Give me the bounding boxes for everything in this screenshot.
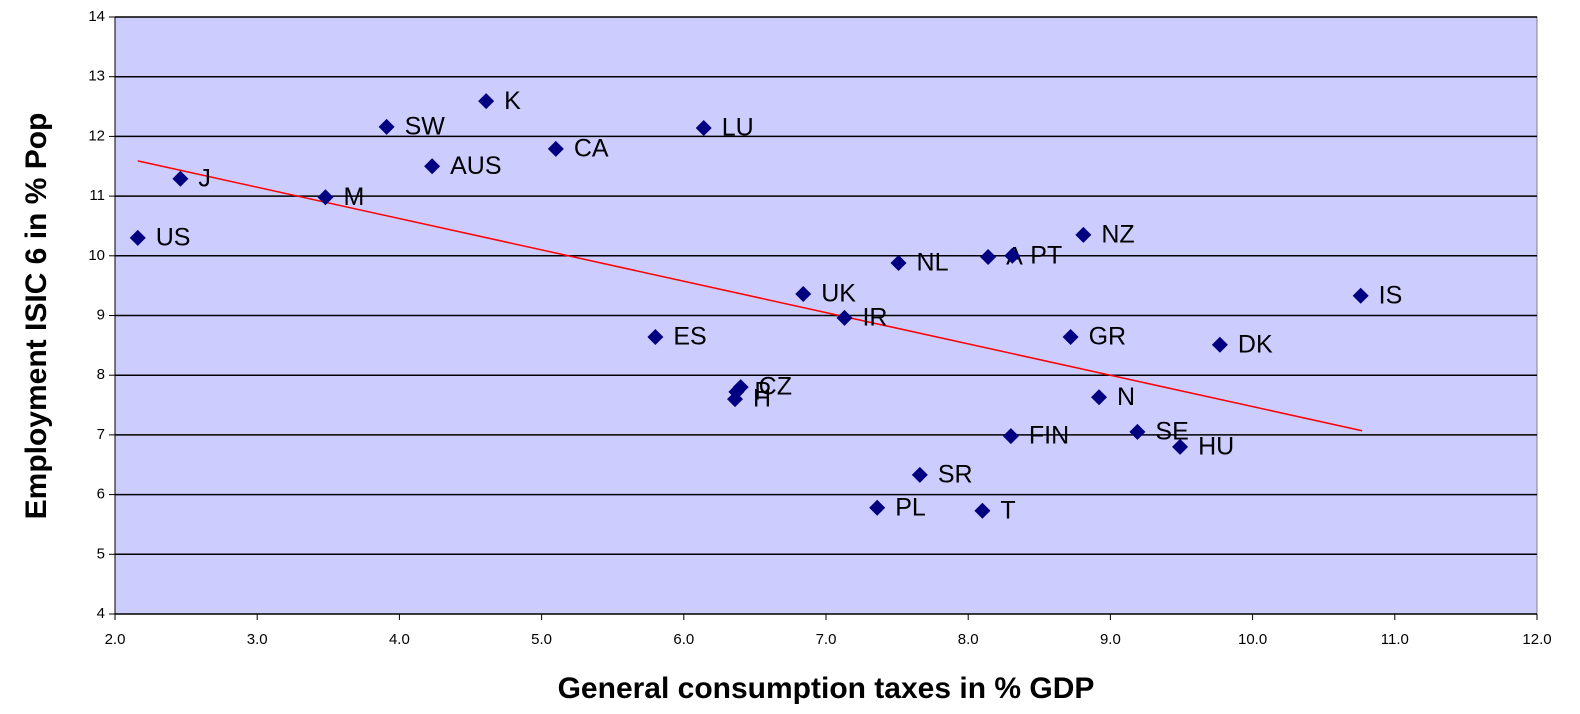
point-label: DK (1238, 330, 1273, 358)
point-label: CZ (759, 373, 792, 401)
x-tick-label: 11.0 (1381, 631, 1409, 648)
point-label: IR (862, 303, 887, 331)
point (172, 170, 189, 187)
point (1002, 428, 1019, 445)
y-tick-label: 14 (88, 8, 105, 25)
y-tick-label: 6 (97, 486, 105, 503)
point-label: SE (1155, 418, 1188, 446)
y-tick-label: 12 (88, 127, 105, 144)
point (1091, 389, 1108, 406)
x-axis-title: General consumption taxes in % GDP (558, 672, 1095, 705)
point-label: FIN (1029, 422, 1069, 450)
point-label: K (504, 87, 521, 115)
point-label: M (343, 183, 364, 211)
point (890, 254, 907, 271)
point-label: J (198, 164, 211, 192)
point (1352, 287, 1369, 304)
point-label: US (156, 223, 191, 251)
point (378, 118, 395, 135)
point-label: T (1000, 496, 1015, 524)
point (836, 309, 853, 326)
point (129, 229, 146, 246)
x-tick-label: 3.0 (247, 631, 268, 648)
y-tick-label: 5 (97, 545, 105, 562)
y-tick-label: 13 (88, 68, 105, 85)
point (795, 286, 812, 303)
point (911, 466, 928, 483)
point (317, 189, 334, 206)
y-axis-title: Employment ISIC 6 in % Pop (20, 113, 53, 520)
point (980, 248, 997, 265)
point-label: NZ (1101, 221, 1134, 249)
point-label: ES (673, 323, 706, 351)
trendline (137, 160, 1363, 432)
point-label: H (753, 385, 771, 413)
x-tick-label: 2.0 (105, 631, 126, 648)
point (1129, 423, 1146, 440)
x-tick-label: 9.0 (1100, 631, 1121, 648)
point (1004, 247, 1021, 264)
point (1062, 328, 1079, 345)
x-tick-label: 10.0 (1238, 631, 1267, 648)
point-label: IS (1379, 281, 1403, 309)
point-label: SR (938, 461, 973, 489)
point-label: NL (917, 249, 949, 277)
point-label: HU (1198, 432, 1234, 460)
point-label: PT (1030, 241, 1062, 269)
x-tick-label: 4.0 (389, 631, 410, 648)
point-label: SW (405, 112, 446, 140)
y-tick-label: 10 (88, 247, 105, 264)
y-tick-label: 9 (97, 306, 105, 323)
point (478, 93, 495, 110)
point-label: P (754, 378, 771, 406)
point-label: AUS (450, 152, 501, 180)
point (726, 391, 743, 408)
point-label: PL (895, 493, 926, 521)
point-label: N (1117, 383, 1135, 411)
point (869, 499, 886, 516)
point (424, 158, 441, 175)
point (1211, 336, 1228, 353)
point-label: LU (722, 114, 754, 142)
point (1172, 438, 1189, 455)
y-tick-label: 4 (97, 605, 105, 622)
x-tick-label: 6.0 (673, 631, 694, 648)
point-label: CA (574, 135, 609, 163)
x-tick-label: 12.0 (1522, 631, 1551, 648)
y-tick-label: 11 (89, 187, 105, 204)
point-label: UK (821, 280, 856, 308)
point (1075, 226, 1092, 243)
point-label: GR (1089, 323, 1127, 351)
point (974, 502, 991, 519)
y-tick-label: 8 (97, 366, 105, 383)
x-tick-label: 7.0 (816, 631, 837, 648)
point (647, 328, 664, 345)
point (695, 120, 712, 137)
y-tick-label: 7 (97, 426, 105, 443)
x-tick-label: 5.0 (531, 631, 552, 648)
x-tick-label: 8.0 (958, 631, 979, 648)
point (547, 140, 564, 157)
